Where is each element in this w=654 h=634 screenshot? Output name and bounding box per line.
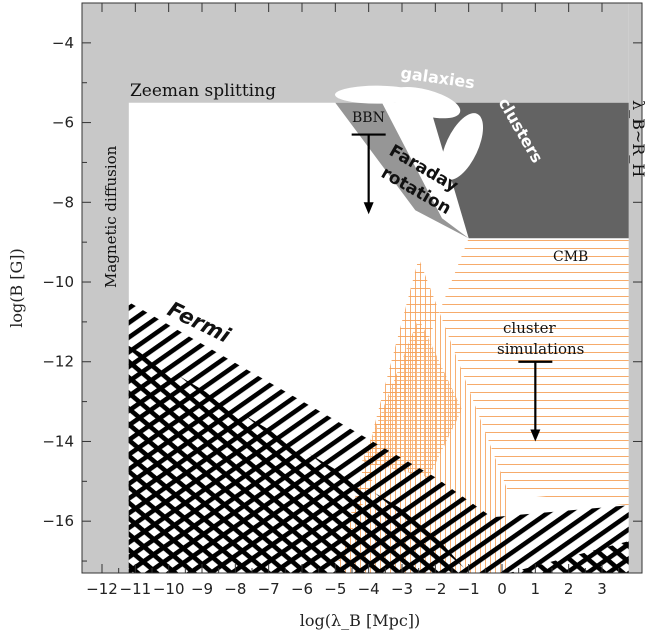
- x-tick-label: 1: [531, 580, 541, 598]
- x-tick-label: −7: [258, 580, 280, 598]
- x-tick-label: −1: [458, 580, 480, 598]
- upper-limit-arrowhead: [363, 202, 374, 215]
- y-tick-label: −8: [52, 193, 74, 211]
- y-tick-label: −10: [42, 273, 74, 291]
- region-hubble-horizon: [628, 3, 642, 573]
- upper-limit-arrowhead: [530, 429, 541, 442]
- x-axis-title: log(λ_B [Mpc]): [300, 611, 421, 630]
- y-tick-label: −4: [52, 34, 74, 52]
- axes-layer: −12 −11 −10 −9 −8 −7 −6 −5 −4 −3 −2 −1 0 1 2 3−4−6−8−10…: [42, 2, 642, 598]
- horizon-label: λ_B~R_H: [629, 100, 648, 177]
- x-tick-label: −12: [86, 580, 118, 598]
- x-tick-label: −10: [153, 580, 185, 598]
- y-axis-title: log(B [G]): [7, 248, 26, 328]
- x-tick-label: −2: [424, 580, 446, 598]
- region-fermi-crosshatch: [128, 345, 469, 573]
- y-tick-label: −12: [42, 353, 74, 371]
- cmb-label: CMB: [553, 249, 588, 265]
- regions-layer: [82, 3, 642, 573]
- plot-frame: [81, 2, 643, 574]
- diffusion-label: Magnetic diffusion: [102, 145, 120, 288]
- region-zeeman-splitting: [82, 3, 629, 573]
- cluster-sim-label-2: simulations: [497, 340, 584, 358]
- x-tick-label: −8: [224, 580, 246, 598]
- x-tick-label: 2: [564, 580, 574, 598]
- x-tick-label: 3: [597, 580, 607, 598]
- region-magnetic-diffusion: [82, 102, 129, 573]
- region-fermi-crosshatch-right: [508, 541, 629, 573]
- x-tick-label: −5: [324, 580, 346, 598]
- region-cluster-simulations-dense: [362, 317, 462, 478]
- y-tick-label: −6: [52, 114, 74, 132]
- upper-limit-arrow-1: [518, 360, 553, 442]
- bbn-label: BBN: [352, 110, 385, 126]
- x-tick-label: −11: [120, 580, 152, 598]
- zeeman-label: Zeeman splitting: [130, 81, 276, 101]
- x-tick-label: −6: [291, 580, 313, 598]
- x-tick-label: 0: [497, 580, 507, 598]
- x-tick-label: −9: [191, 580, 213, 598]
- upper-limit-arrow-0: [351, 133, 386, 215]
- cluster-sim-label-1: cluster: [503, 319, 556, 337]
- galaxies-ellipse-2: [390, 87, 461, 119]
- x-tick-label: −3: [391, 580, 413, 598]
- y-tick-label: −16: [42, 512, 74, 530]
- y-tick-label: −14: [42, 432, 74, 450]
- clusters-ellipse: [440, 113, 484, 180]
- x-tick-label: −4: [358, 580, 380, 598]
